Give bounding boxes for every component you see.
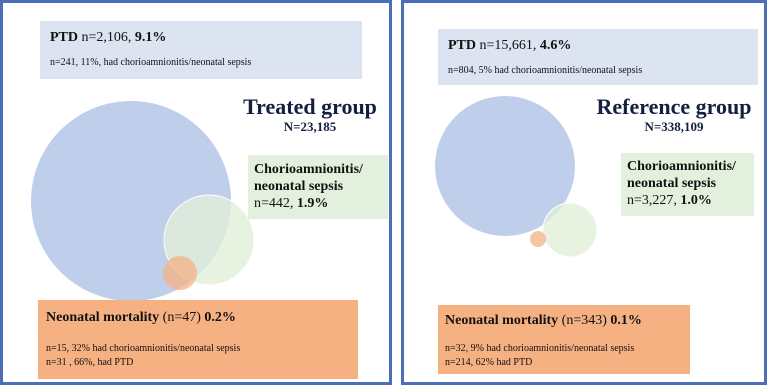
sepsis-label-line2: neonatal sepsis	[627, 176, 717, 191]
sepsis-count: n=3,227,	[627, 193, 677, 208]
ptd-label: PTD	[448, 38, 476, 53]
ptd-note: n=241, 11%, had chorioamnionitis/neonata…	[50, 57, 252, 68]
group-total: N=338,109	[644, 119, 704, 134]
sepsis-circle	[542, 202, 598, 258]
mortality-circle	[163, 256, 197, 290]
group-total: N=23,185	[283, 119, 337, 134]
mortality-circle	[530, 231, 546, 247]
ptd-count: n=2,106,	[81, 30, 132, 45]
mortality-count: (n=47)	[162, 310, 201, 325]
ptd-box: PTD n=2,106, 9.1% n=241, 11%, had chorio…	[40, 21, 362, 79]
ptd-label: PTD	[50, 30, 78, 45]
mortality-pct: 0.2%	[204, 310, 236, 325]
mortality-pct: 0.1%	[610, 313, 642, 328]
group-title: Reference group N=338,109	[589, 94, 759, 135]
treated-venn-diagram	[31, 101, 255, 301]
sepsis-box: Chorioamnionitis/ neonatal sepsis n=442,…	[248, 155, 388, 219]
ptd-note: n=804, 5% had chorioamnionitis/neonatal …	[448, 65, 643, 76]
reference-venn-diagram	[435, 96, 598, 258]
ptd-count: n=15,661,	[479, 38, 537, 53]
sepsis-label-line1: Chorioamnionitis/	[254, 162, 363, 177]
sepsis-pct: 1.0%	[680, 193, 712, 208]
mortality-note-2: n=214, 62% had PTD	[445, 357, 533, 368]
mortality-count: (n=343)	[561, 313, 607, 328]
mortality-note-1: n=32, 9% had chorioamnionitis/neonatal s…	[445, 343, 635, 354]
mortality-box: Neonatal mortality (n=47) 0.2% n=15, 32%…	[38, 300, 358, 379]
mortality-box: Neonatal mortality (n=343) 0.1% n=32, 9%…	[438, 305, 690, 374]
ptd-pct: 9.1%	[134, 30, 167, 45]
group-name: Reference group	[596, 94, 752, 119]
treated-group-panel: PTD n=2,106, 9.1% n=241, 11%, had chorio…	[0, 0, 392, 385]
sepsis-label-line2: neonatal sepsis	[254, 179, 344, 194]
mortality-note-2: n=31 , 66%, had PTD	[46, 357, 134, 368]
group-name: Treated group	[243, 94, 377, 119]
ptd-box: PTD n=15,661, 4.6% n=804, 5% had chorioa…	[438, 29, 758, 85]
sepsis-count: n=442,	[254, 196, 294, 211]
ptd-circle	[435, 96, 575, 236]
ptd-pct: 4.6%	[539, 38, 572, 53]
sepsis-box: Chorioamnionitis/ neonatal sepsis n=3,22…	[621, 153, 754, 216]
reference-group-panel: PTD n=15,661, 4.6% n=804, 5% had chorioa…	[401, 0, 767, 385]
mortality-label: Neonatal mortality	[46, 310, 160, 325]
mortality-note-1: n=15, 32% had chorioamnionitis/neonatal …	[46, 343, 241, 354]
group-title: Treated group N=23,185	[235, 94, 385, 135]
sepsis-pct: 1.9%	[296, 196, 329, 211]
mortality-label: Neonatal mortality	[445, 313, 559, 328]
sepsis-label-line1: Chorioamnionitis/	[627, 159, 736, 174]
